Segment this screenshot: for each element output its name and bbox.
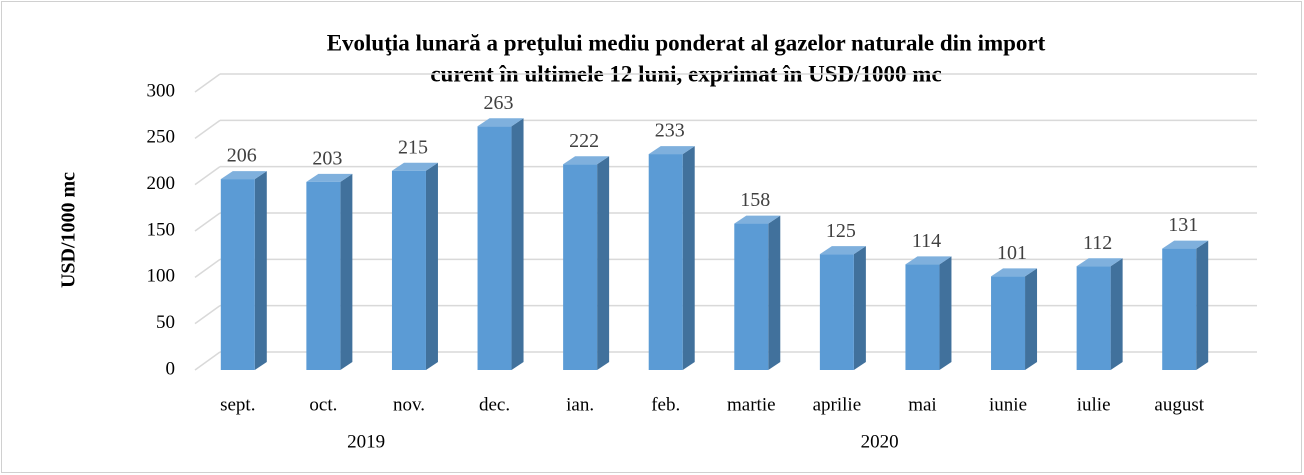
grid-line: [194, 73, 221, 93]
data-label: 114: [912, 230, 941, 252]
bar-side: [254, 171, 267, 370]
bar-top: [991, 268, 1038, 277]
x-tick-label: dec.: [479, 394, 510, 415]
bar-top: [563, 156, 610, 165]
bar: [306, 173, 353, 370]
grid-line: [194, 305, 221, 325]
y-tick-label: 200: [147, 173, 176, 194]
bar-side: [1196, 240, 1209, 370]
data-label: 206: [227, 145, 257, 167]
grid-line: [194, 119, 221, 139]
y-tick-label: 250: [147, 127, 176, 148]
x-tick-label: august: [1154, 394, 1204, 415]
bar-top: [1076, 258, 1123, 267]
bar-front: [306, 181, 341, 370]
x-tick-label: ian.: [566, 394, 594, 415]
bar: [391, 162, 438, 370]
x-tick-label: oct.: [309, 394, 337, 415]
x-tick-label: nov.: [393, 394, 425, 415]
bar: [819, 246, 866, 370]
bar-front: [1076, 266, 1111, 370]
y-tick-label: 300: [147, 80, 176, 101]
data-label: 222: [569, 130, 599, 152]
data-label: 203: [312, 147, 342, 169]
bar-top: [220, 171, 267, 180]
bar-front: [734, 223, 769, 370]
y-tick-label: 0: [166, 358, 176, 379]
bar-top: [306, 173, 353, 182]
bar-front: [477, 126, 512, 370]
x-tick-label: iunie: [989, 394, 1027, 415]
data-label: 125: [826, 220, 856, 242]
data-label: 233: [655, 120, 685, 142]
grid-line: [194, 212, 221, 232]
bar-top: [905, 256, 952, 265]
bar-top: [648, 146, 695, 155]
bar: [477, 118, 524, 370]
bar-side: [425, 162, 438, 370]
bar-front: [563, 164, 598, 370]
data-label: 158: [740, 189, 770, 211]
grid-line: [194, 258, 221, 278]
grid-line: [194, 166, 221, 186]
bar-top: [734, 215, 781, 224]
bar: [991, 268, 1038, 370]
bar: [563, 156, 610, 370]
bar-top: [477, 118, 524, 127]
bar-side: [511, 118, 524, 370]
y-tick-label: 50: [156, 312, 175, 333]
chart-title: Evoluţia lunară a preţului mediu pondera…: [327, 30, 1046, 55]
bar-front: [648, 154, 683, 370]
bar-side: [340, 173, 353, 370]
grid-line: [194, 351, 221, 371]
data-label: 131: [1168, 214, 1198, 236]
bar-front: [991, 276, 1026, 370]
bar-front: [819, 254, 854, 370]
x-tick-label: mai: [908, 394, 937, 415]
y-tick-label: 100: [147, 266, 176, 287]
bar: [1076, 258, 1123, 370]
y-tick-label: 150: [147, 219, 176, 240]
bar-side: [597, 156, 610, 370]
bar-side: [939, 256, 952, 370]
bar: [1162, 240, 1209, 370]
bar-side: [1110, 258, 1123, 370]
data-label: 215: [398, 136, 428, 158]
bar-side: [768, 215, 781, 370]
x-tick-label: iulie: [1077, 394, 1111, 415]
bar-top: [819, 246, 866, 255]
bar-front: [220, 179, 255, 370]
x-tick-label: martie: [727, 394, 776, 415]
bar: [905, 256, 952, 370]
x-tick-label: aprilie: [813, 394, 862, 415]
data-label: 263: [484, 92, 514, 114]
bar: [220, 171, 267, 370]
bar: [734, 215, 781, 370]
bar-side: [1025, 268, 1038, 370]
bar-side: [682, 146, 695, 370]
x-tick-label: feb.: [651, 394, 680, 415]
bar-front: [1162, 248, 1197, 370]
data-label: 112: [1083, 232, 1112, 254]
x-tick-label: sept.: [220, 394, 255, 415]
bar-top: [1162, 240, 1209, 249]
data-label: 101: [997, 242, 1027, 264]
y-axis-label: USD/1000 mc: [58, 172, 80, 288]
x-group-label: 2020: [861, 431, 899, 452]
bar-front: [905, 264, 940, 370]
bar: [648, 146, 695, 370]
x-group-label: 2019: [347, 431, 385, 452]
bar-top: [391, 162, 438, 171]
bar-front: [391, 170, 426, 370]
bar-side: [853, 246, 866, 370]
